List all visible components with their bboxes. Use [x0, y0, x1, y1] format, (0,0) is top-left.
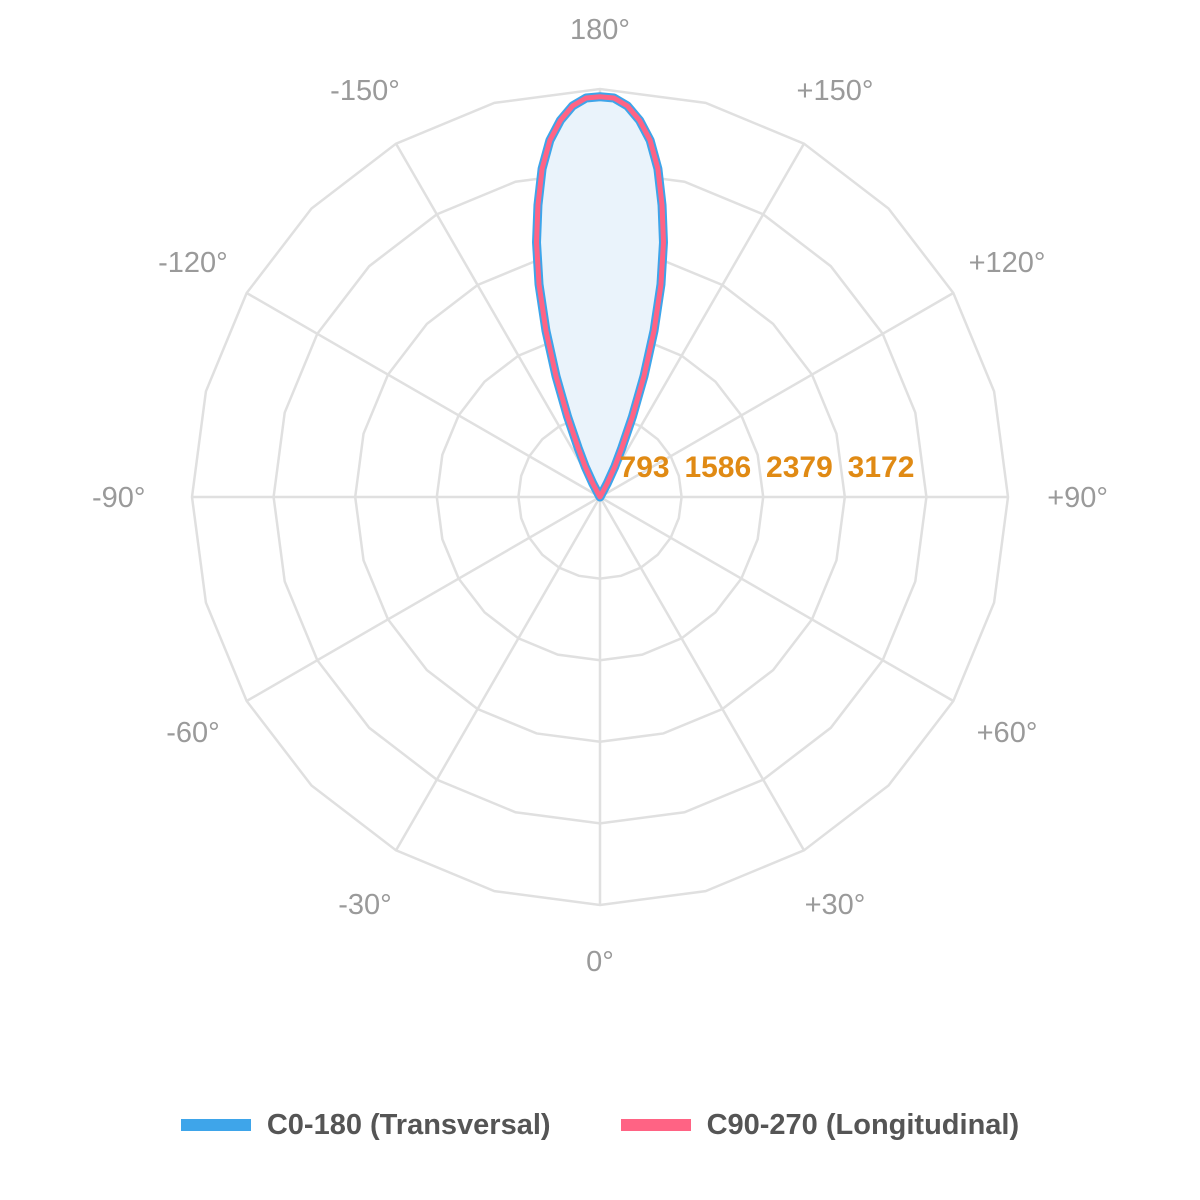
legend-label-longitudinal: C90-270 (Longitudinal) — [706, 1108, 1020, 1141]
angle-label-60: +60° — [977, 717, 1038, 749]
grid-spoke-m150 — [394, 143, 602, 498]
series-line-1 — [532, 92, 668, 502]
angle-label-30: +30° — [805, 889, 866, 921]
legend-item-longitudinal[interactable]: C90-270 (Longitudinal) — [620, 1108, 1020, 1142]
legend-item-transversal[interactable]: C0-180 (Transversal) — [180, 1108, 551, 1142]
angle-label-m30: -30° — [338, 889, 392, 921]
angle-label-m120: -120° — [158, 247, 228, 279]
angle-label-90: +90° — [1047, 482, 1108, 514]
ring-label-2: 1586 — [684, 451, 751, 484]
angle-label-150: +150° — [797, 75, 874, 107]
angle-label-120: +120° — [969, 247, 1046, 279]
ring-label-1: 793 — [620, 451, 670, 484]
legend-swatch-transversal — [180, 1119, 251, 1131]
angle-label-m150: -150° — [330, 75, 400, 107]
angle-label-m90: -90° — [92, 482, 146, 514]
grid-spoke-m120 — [246, 291, 601, 499]
grid-spoke-120 — [599, 291, 954, 499]
series-line-2 — [534, 94, 666, 500]
grid-spoke-m30 — [394, 496, 602, 851]
grid-spoke-m60 — [246, 495, 601, 703]
grid-spoke-60 — [599, 495, 954, 703]
legend-label-transversal: C0-180 (Transversal) — [266, 1108, 551, 1141]
grid-spoke-30 — [598, 496, 806, 851]
angle-label-0: 0° — [586, 946, 614, 978]
grid-spoke-150 — [598, 143, 806, 498]
angle-label-m60: -60° — [166, 717, 220, 749]
ring-label-3: 2379 — [766, 451, 833, 484]
legend-swatch-longitudinal — [620, 1119, 691, 1131]
legend: C0-180 (Transversal) C90-270 (Longitudin… — [0, 1100, 1200, 1150]
ring-label-4: 3172 — [848, 451, 915, 484]
angle-label-180: 180° — [570, 14, 630, 46]
